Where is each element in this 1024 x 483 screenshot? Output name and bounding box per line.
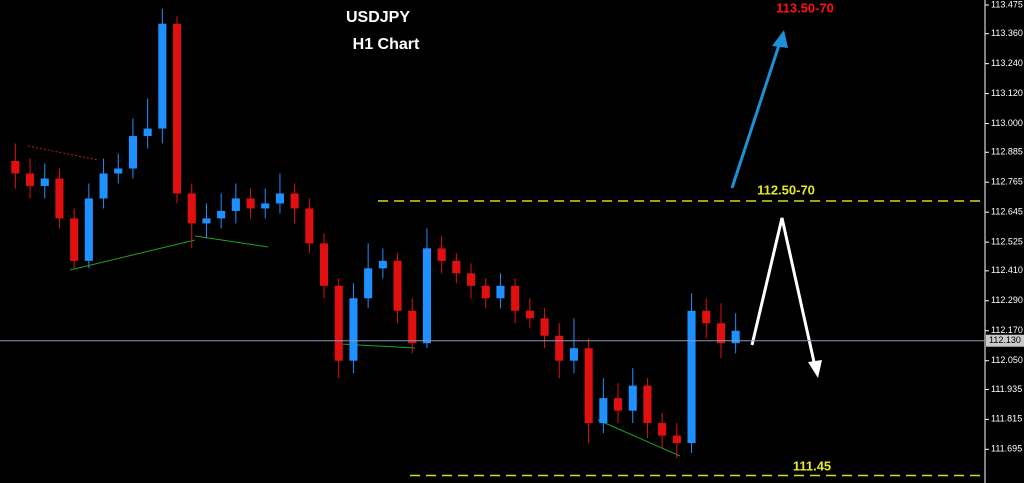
arrow-up <box>730 30 788 189</box>
y-tick-label: 112.525 <box>991 236 1023 246</box>
current-price-box <box>986 334 1024 347</box>
candle-body <box>320 243 329 286</box>
annotation: 113.50-70 <box>776 0 834 15</box>
y-tick-label: 112.645 <box>991 207 1023 217</box>
candle-body <box>231 198 240 211</box>
candle-body <box>84 198 93 261</box>
trendline <box>69 239 196 271</box>
candle-body <box>334 285 343 361</box>
y-tick-label: 112.885 <box>991 147 1023 157</box>
candle-body <box>672 435 681 444</box>
candle-body <box>511 285 520 311</box>
candle-body <box>702 310 711 324</box>
candle-body <box>217 210 226 219</box>
candle-body <box>11 161 20 174</box>
y-tick-label: 113.000 <box>991 118 1023 128</box>
current-price-label: 112.130 <box>989 335 1021 345</box>
candle-body <box>481 285 490 299</box>
candle-body <box>437 248 446 261</box>
candle-body <box>187 193 196 224</box>
y-tick-label: 111.815 <box>991 414 1022 424</box>
candle-body <box>393 260 402 311</box>
candle-body <box>643 385 652 424</box>
y-tick-label: 112.290 <box>991 295 1023 305</box>
candle-body <box>349 298 358 361</box>
arrow-down <box>750 217 822 378</box>
y-tick-label: 112.410 <box>991 265 1023 275</box>
candle-body <box>628 385 637 411</box>
candle-body <box>26 173 35 186</box>
candle-body <box>569 348 578 361</box>
candle-body <box>599 398 608 424</box>
candle-body <box>173 23 182 194</box>
candle-body <box>584 348 593 424</box>
candle-body <box>731 330 740 344</box>
candle-body <box>467 273 476 286</box>
candle-body <box>261 203 270 209</box>
candle-body <box>40 178 49 186</box>
candle-body <box>99 173 108 199</box>
candle-body <box>202 218 211 224</box>
y-tick-label: 113.475 <box>991 0 1023 9</box>
candle-body <box>275 193 284 204</box>
candle-body <box>378 260 387 269</box>
candle-body <box>614 398 623 411</box>
trendline <box>597 419 681 457</box>
y-tick-label: 113.360 <box>991 28 1023 38</box>
candle-body <box>55 178 64 219</box>
candle-body <box>555 335 564 361</box>
chart-subtitle: H1 Chart <box>353 36 420 53</box>
candle-body <box>452 260 461 274</box>
candle-body <box>687 310 696 444</box>
plot-area <box>11 8 985 477</box>
annotation: 112.50-70 <box>757 182 815 197</box>
annotation: 111.45 <box>793 458 831 473</box>
candle-body <box>158 23 167 129</box>
y-tick-label: 111.935 <box>991 384 1022 394</box>
candle-body <box>246 198 255 209</box>
candle-body <box>525 310 534 319</box>
candle-body <box>305 208 314 244</box>
candle-body <box>114 168 123 174</box>
chart-title: USDJPY <box>346 9 410 26</box>
candle-body <box>290 193 299 209</box>
trendline <box>194 235 269 248</box>
y-tick-label: 112.170 <box>991 325 1023 335</box>
candle-body <box>422 248 431 344</box>
candle-body <box>128 136 137 169</box>
y-tick-label: 112.765 <box>991 177 1023 187</box>
candle-body <box>496 285 505 299</box>
candle-body <box>658 423 667 436</box>
candle-body <box>408 310 417 344</box>
candle-body <box>364 268 373 299</box>
candle-body <box>70 218 79 261</box>
y-tick-label: 112.050 <box>991 355 1023 365</box>
candle-body <box>716 323 725 344</box>
candle-body <box>143 128 152 137</box>
candle-body <box>540 318 549 336</box>
y-tick-label: 113.240 <box>991 58 1023 68</box>
y-tick-label: 111.695 <box>991 444 1022 454</box>
y-tick-label: 113.120 <box>991 88 1023 98</box>
